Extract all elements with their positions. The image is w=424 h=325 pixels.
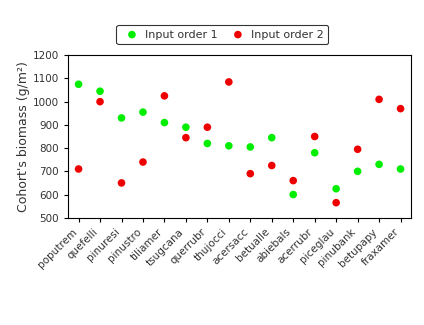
Input order 2 [247, 171, 254, 176]
Input order 1 [226, 143, 232, 149]
Input order 1 [290, 192, 297, 197]
Input order 2 [161, 93, 168, 98]
Input order 1 [139, 110, 146, 115]
Input order 2 [311, 134, 318, 139]
Input order 1 [97, 89, 103, 94]
Input order 2 [226, 79, 232, 84]
Input order 2 [397, 106, 404, 111]
Input order 2 [333, 200, 340, 205]
Input order 1 [376, 162, 382, 167]
Input order 1 [268, 135, 275, 140]
Input order 1 [204, 141, 211, 146]
Input order 2 [290, 178, 297, 183]
Input order 1 [118, 115, 125, 121]
Input order 2 [376, 97, 382, 102]
Input order 2 [354, 147, 361, 152]
Input order 1 [397, 166, 404, 172]
Input order 1 [161, 120, 168, 125]
Input order 1 [354, 169, 361, 174]
Input order 2 [268, 163, 275, 168]
Input order 1 [247, 144, 254, 150]
Y-axis label: Cohort's biomass (g/m²): Cohort's biomass (g/m²) [17, 61, 30, 212]
Input order 2 [204, 124, 211, 130]
Input order 2 [139, 160, 146, 165]
Input order 2 [182, 135, 189, 140]
Input order 1 [75, 82, 82, 87]
Legend: Input order 1, Input order 2: Input order 1, Input order 2 [116, 25, 329, 44]
Input order 1 [311, 150, 318, 155]
Input order 1 [333, 186, 340, 191]
Input order 1 [182, 124, 189, 130]
Input order 2 [118, 180, 125, 186]
Input order 2 [97, 99, 103, 104]
Input order 2 [75, 166, 82, 172]
